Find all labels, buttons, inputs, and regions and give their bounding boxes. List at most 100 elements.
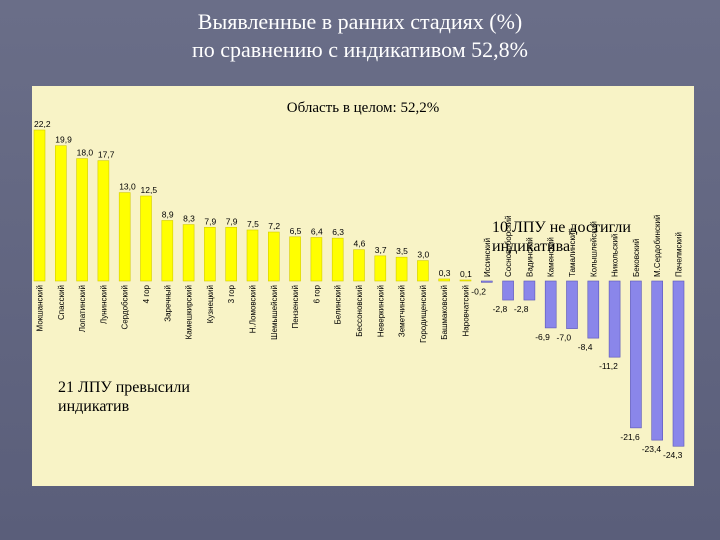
category-label-6: 4 гор: [142, 284, 151, 303]
title-line-2: по сравнению с индикативом 52,8%: [192, 37, 528, 62]
value-label-2: 19,9: [55, 135, 72, 145]
value-label-8: 8,3: [183, 214, 195, 224]
category-label-7: Заречный: [163, 285, 172, 322]
value-label-14: 6,4: [311, 226, 323, 236]
slide-title: Выявленные в ранних стадиях (%) по сравн…: [0, 8, 720, 64]
value-label-30: -23,4: [642, 444, 662, 454]
bar-26: [566, 280, 578, 329]
value-label-18: 3,5: [396, 246, 408, 256]
category-label-3: Лопатинский: [78, 285, 87, 332]
category-label-22: Иссинский: [483, 238, 492, 277]
bar-30: [651, 280, 664, 441]
category-label-2: Спасский: [57, 285, 66, 320]
value-label-6: 12,5: [141, 185, 158, 195]
note-not-reached: 10 ЛПУ не достигли индикатива: [492, 219, 631, 255]
category-label-28: Никольский: [611, 234, 620, 277]
value-label-12: 7,2: [268, 221, 280, 231]
bar-16: [353, 249, 365, 282]
bar-12: [268, 231, 280, 282]
bar-19: [417, 260, 429, 282]
bar-14: [310, 237, 323, 282]
value-label-17: 3,7: [375, 245, 387, 255]
bar-13: [289, 236, 301, 282]
bar-11: [246, 229, 259, 282]
bar-25: [544, 280, 557, 329]
bar-9: [204, 226, 216, 282]
category-label-9: Кузнецкий: [206, 285, 215, 323]
value-label-3: 18,0: [77, 148, 94, 158]
value-label-19: 3,0: [417, 250, 429, 260]
chart-panel: 22,2 Мокшанский 19,9 Спасский 18,0 Лопатински…: [32, 86, 694, 486]
bar-chart: 22,2 Мокшанский 19,9 Спасский 18,0 Лопатински…: [33, 119, 685, 460]
value-label-4: 17,7: [98, 150, 115, 160]
value-label-22: -0,2: [471, 286, 486, 296]
category-label-8: Камешкирский: [185, 285, 194, 339]
value-label-16: 4,6: [354, 239, 366, 249]
bar-27: [587, 280, 600, 339]
bar-22: [480, 280, 493, 283]
value-label-28: -11,2: [599, 361, 618, 371]
category-label-29: Бековский: [632, 239, 641, 277]
category-label-21: Наровчатский: [462, 285, 471, 336]
value-label-11: 7,5: [247, 219, 259, 229]
bar-4: [97, 160, 110, 282]
bar-21: [459, 279, 472, 282]
bar-24: [523, 280, 536, 301]
value-label-10: 7,9: [226, 216, 238, 226]
bar-20: [438, 278, 451, 282]
category-label-16: Бессоновский: [355, 285, 364, 337]
value-label-24: -2,8: [514, 304, 529, 314]
category-label-11: Н.Ломовский: [249, 285, 258, 333]
category-label-31: Пачелмский: [675, 232, 684, 277]
category-label-4: Лунинский: [99, 285, 108, 324]
value-label-15: 6,3: [332, 227, 344, 237]
category-label-10: 3 гор: [227, 284, 236, 303]
category-label-26: Тамалинский: [568, 228, 577, 277]
category-label-25: Каменский: [547, 237, 556, 277]
bar-7: [161, 220, 174, 282]
value-label-21: 0,1: [460, 269, 472, 279]
category-label-19: Городищенский: [419, 285, 428, 343]
category-label-23: Сосновоборский: [504, 215, 513, 277]
value-label-1: 22,2: [34, 119, 51, 129]
bar-2: [54, 145, 67, 282]
bar-10: [225, 226, 237, 282]
bar-29: [630, 280, 642, 429]
bar-18: [395, 256, 408, 282]
bar-1: [33, 129, 46, 282]
category-label-1: Мокшанский: [36, 285, 45, 331]
bar-3: [76, 158, 88, 282]
value-label-5: 13,0: [119, 182, 136, 192]
category-label-24: Вадинский: [525, 237, 534, 277]
category-label-18: Земетчинский: [398, 285, 407, 337]
value-label-13: 6,5: [290, 226, 302, 236]
value-label-29: -21,6: [620, 432, 640, 442]
value-label-27: -8,4: [578, 342, 593, 352]
bar-5: [118, 192, 131, 282]
category-label-15: Белинский: [334, 285, 343, 324]
bar-23: [502, 280, 514, 301]
category-label-20: Башмаковский: [440, 285, 449, 340]
value-label-9: 7,9: [204, 216, 216, 226]
category-label-30: М.Сердобинский: [653, 215, 662, 277]
overall-label: Область в целом: 52,2%: [286, 100, 440, 116]
bar-15: [331, 237, 344, 282]
category-label-17: Неверкинский: [376, 285, 385, 337]
bar-31: [672, 280, 685, 447]
category-label-13: Пензенский: [291, 285, 300, 329]
bar-6: [140, 195, 152, 282]
value-label-25: -6,9: [535, 332, 550, 342]
value-label-31: -24,3: [663, 450, 683, 460]
category-label-5: Сердобский: [121, 285, 130, 330]
value-label-26: -7,0: [557, 333, 572, 343]
category-label-14: 6 гор: [312, 284, 321, 303]
note-exceeded: 21 ЛПУ превысили индикатив: [58, 379, 190, 415]
value-label-20: 0,3: [439, 268, 451, 278]
category-label-27: Колышлейский: [589, 221, 598, 277]
bar-8: [182, 224, 195, 282]
category-label-12: Шемышейский: [270, 285, 279, 340]
bar-17: [374, 255, 387, 282]
value-label-7: 8,9: [162, 209, 174, 219]
bar-28: [608, 280, 621, 358]
title-line-1: Выявленные в ранних стадиях (%): [197, 9, 523, 34]
